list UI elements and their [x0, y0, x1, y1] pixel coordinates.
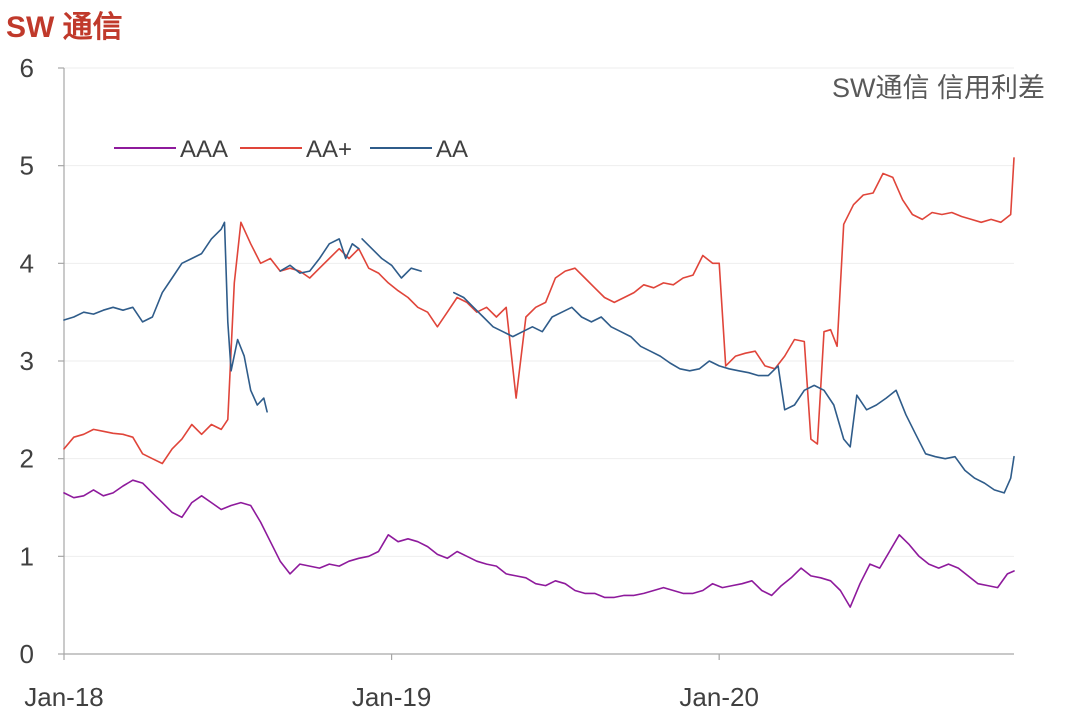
series-line-aaa: [63, 479, 1015, 608]
y-tick-label: 2: [20, 444, 34, 474]
series-lines: [63, 157, 1015, 608]
y-tick-label: 4: [20, 248, 34, 278]
series-line-aa-segment: [279, 238, 360, 274]
legend-label-aa: AA: [436, 136, 468, 163]
x-tick-label: Jan-18: [24, 682, 104, 712]
series-line-aa-segment: [361, 238, 422, 279]
grid-lines: [64, 67, 1014, 557]
y-tick-label: 3: [20, 346, 34, 376]
legend-label-aaplus: AA+: [306, 136, 352, 163]
chart-title: SW 通信: [6, 11, 123, 44]
legend: AAA AA+ AA: [114, 136, 468, 163]
x-tick-label: Jan-20: [679, 682, 759, 712]
series-line-aaplus: [63, 157, 1015, 465]
axes: 0 1 2 3 4 5 6 Jan-18 Jan-19 Jan-20: [20, 53, 1014, 712]
y-tick-label: 6: [20, 53, 34, 83]
series-line-aa-segment: [63, 221, 268, 413]
legend-label-aaa: AAA: [180, 136, 228, 163]
y-tick-label: 1: [20, 541, 34, 571]
y-tick-label: 5: [20, 151, 34, 181]
chart-subtitle: SW通信 信用利差: [832, 73, 1045, 103]
series-line-aa-segment: [453, 291, 1015, 494]
y-tick-label: 0: [20, 639, 34, 669]
x-tick-label: Jan-19: [352, 682, 432, 712]
